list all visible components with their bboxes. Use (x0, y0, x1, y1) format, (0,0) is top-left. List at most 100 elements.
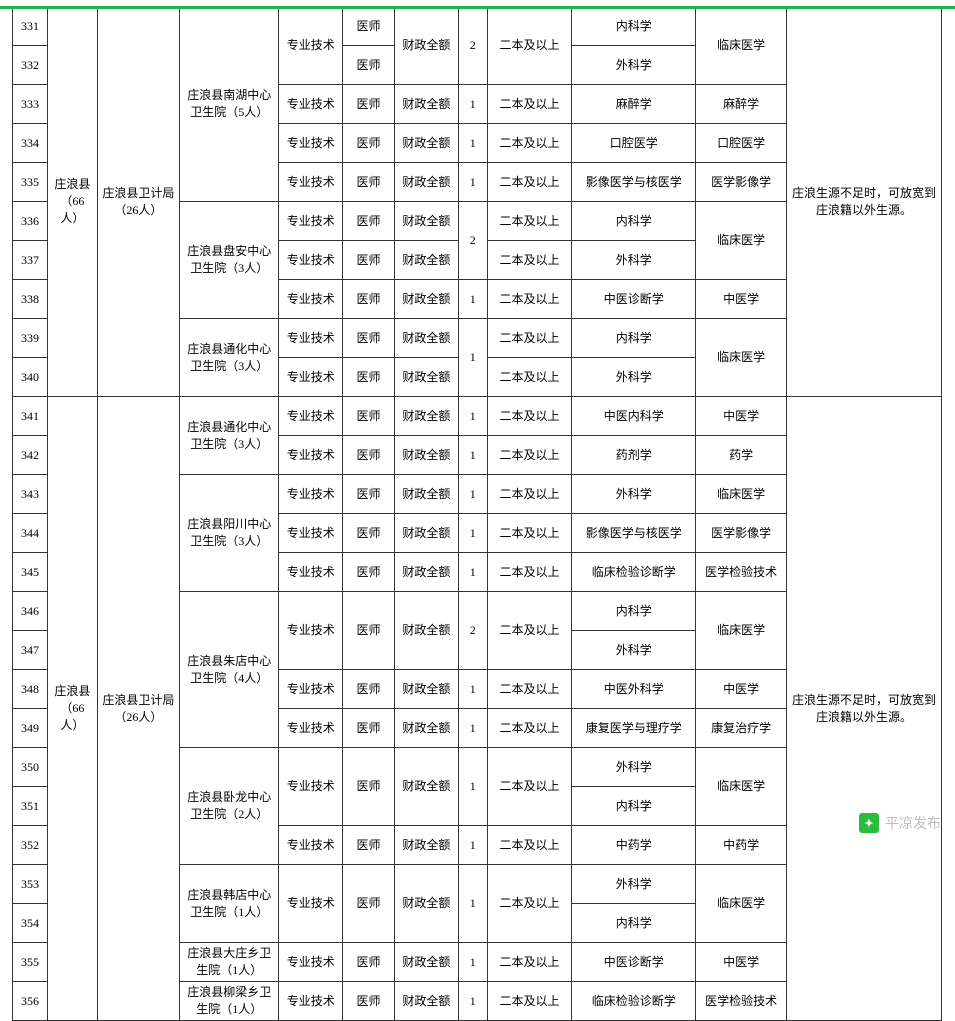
title-cell: 医师 (343, 358, 395, 397)
edu-cell: 二本及以上 (487, 943, 572, 982)
unit-cell: 庄浪县阳川中心卫生院（3人） (180, 475, 279, 592)
unit-cell: 庄浪县通化中心卫生院（3人） (180, 319, 279, 397)
unit-cell: 庄浪县通化中心卫生院（3人） (180, 397, 279, 475)
degree-cell: 医学影像学 (696, 514, 787, 553)
major-cell: 影像医学与核医学 (572, 163, 696, 202)
edu-cell: 二本及以上 (487, 982, 572, 1021)
row-no: 332 (13, 46, 48, 85)
title-cell: 医师 (343, 7, 395, 46)
row-no: 353 (13, 865, 48, 904)
fund-cell: 财政全额 (394, 358, 458, 397)
title-cell: 医师 (343, 553, 395, 592)
title-cell: 医师 (343, 124, 395, 163)
recruitment-table: 331 庄浪县（66人） 庄浪县卫计局（26人） 庄浪县南湖中心卫生院（5人） … (12, 6, 942, 1021)
note-cell: 庄浪生源不足时，可放宽到庄浪籍以外生源。 (787, 397, 942, 1021)
edu-cell: 二本及以上 (487, 865, 572, 943)
position-cell: 专业技术 (279, 865, 343, 943)
fund-cell: 财政全额 (394, 163, 458, 202)
major-cell: 外科学 (572, 748, 696, 787)
row-no: 333 (13, 85, 48, 124)
fund-cell: 财政全额 (394, 865, 458, 943)
position-cell: 专业技术 (279, 982, 343, 1021)
major-cell: 外科学 (572, 46, 696, 85)
title-cell: 医师 (343, 592, 395, 670)
fund-cell: 财政全额 (394, 241, 458, 280)
major-cell: 外科学 (572, 475, 696, 514)
title-cell: 医师 (343, 163, 395, 202)
major-cell: 中医内科学 (572, 397, 696, 436)
qty-cell: 1 (458, 85, 487, 124)
unit-cell: 庄浪县韩店中心卫生院（1人） (180, 865, 279, 943)
major-cell: 康复医学与理疗学 (572, 709, 696, 748)
degree-cell: 临床医学 (696, 7, 787, 85)
major-cell: 外科学 (572, 241, 696, 280)
qty-cell: 1 (458, 319, 487, 397)
qty-cell: 1 (458, 514, 487, 553)
degree-cell: 康复治疗学 (696, 709, 787, 748)
position-cell: 专业技术 (279, 319, 343, 358)
degree-cell: 中医学 (696, 280, 787, 319)
unit-cell: 庄浪县朱店中心卫生院（4人） (180, 592, 279, 748)
fund-cell: 财政全额 (394, 124, 458, 163)
position-cell: 专业技术 (279, 85, 343, 124)
qty-cell: 1 (458, 826, 487, 865)
position-cell: 专业技术 (279, 163, 343, 202)
fund-cell: 财政全额 (394, 85, 458, 124)
edu-cell: 二本及以上 (487, 514, 572, 553)
fund-cell: 财政全额 (394, 592, 458, 670)
table-row: 341 庄浪县（66人） 庄浪县卫计局（26人） 庄浪县通化中心卫生院（3人） … (13, 397, 942, 436)
title-cell: 医师 (343, 826, 395, 865)
edu-cell: 二本及以上 (487, 319, 572, 358)
degree-cell: 中医学 (696, 670, 787, 709)
row-no: 335 (13, 163, 48, 202)
edu-cell: 二本及以上 (487, 709, 572, 748)
edu-cell: 二本及以上 (487, 358, 572, 397)
position-cell: 专业技术 (279, 358, 343, 397)
row-no: 334 (13, 124, 48, 163)
row-no: 344 (13, 514, 48, 553)
title-cell: 医师 (343, 748, 395, 826)
major-cell: 内科学 (572, 319, 696, 358)
row-no: 338 (13, 280, 48, 319)
title-cell: 医师 (343, 943, 395, 982)
fund-cell: 财政全额 (394, 982, 458, 1021)
qty-cell: 1 (458, 943, 487, 982)
title-cell: 医师 (343, 475, 395, 514)
position-cell: 专业技术 (279, 826, 343, 865)
row-no: 354 (13, 904, 48, 943)
qty-cell: 2 (458, 202, 487, 280)
qty-cell: 1 (458, 982, 487, 1021)
qty-cell: 1 (458, 397, 487, 436)
title-cell: 医师 (343, 241, 395, 280)
edu-cell: 二本及以上 (487, 280, 572, 319)
qty-cell: 2 (458, 7, 487, 85)
major-cell: 外科学 (572, 631, 696, 670)
qty-cell: 1 (458, 865, 487, 943)
position-cell: 专业技术 (279, 709, 343, 748)
major-cell: 中药学 (572, 826, 696, 865)
row-no: 348 (13, 670, 48, 709)
major-cell: 临床检验诊断学 (572, 553, 696, 592)
county-cell: 庄浪县（66人） (48, 7, 98, 397)
note-cell: 庄浪生源不足时，可放宽到庄浪籍以外生源。 (787, 7, 942, 397)
edu-cell: 二本及以上 (487, 475, 572, 514)
unit-cell: 庄浪县柳梁乡卫生院（1人） (180, 982, 279, 1021)
major-cell: 外科学 (572, 865, 696, 904)
qty-cell: 1 (458, 709, 487, 748)
degree-cell: 口腔医学 (696, 124, 787, 163)
bureau-cell: 庄浪县卫计局（26人） (97, 7, 180, 397)
title-cell: 医师 (343, 709, 395, 748)
major-cell: 中医诊断学 (572, 943, 696, 982)
title-cell: 医师 (343, 670, 395, 709)
row-no: 356 (13, 982, 48, 1021)
degree-cell: 医学检验技术 (696, 553, 787, 592)
edu-cell: 二本及以上 (487, 85, 572, 124)
fund-cell: 财政全额 (394, 943, 458, 982)
qty-cell: 2 (458, 592, 487, 670)
position-cell: 专业技术 (279, 748, 343, 826)
fund-cell: 财政全额 (394, 553, 458, 592)
fund-cell: 财政全额 (394, 475, 458, 514)
position-cell: 专业技术 (279, 202, 343, 241)
row-no: 343 (13, 475, 48, 514)
qty-cell: 1 (458, 553, 487, 592)
